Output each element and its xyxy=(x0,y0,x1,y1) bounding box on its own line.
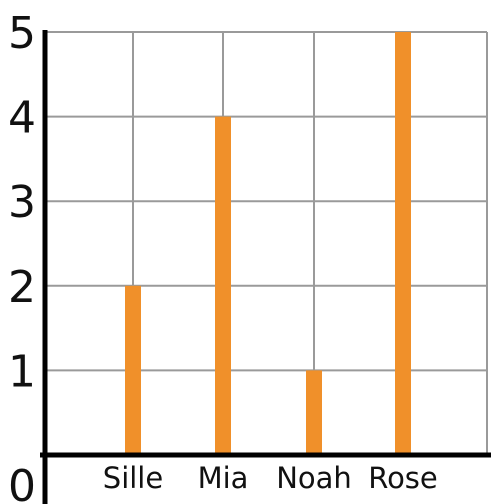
bar xyxy=(125,285,141,455)
y-tick-label: 5 xyxy=(8,8,36,59)
bar xyxy=(395,32,411,455)
bar xyxy=(306,370,322,455)
y-tick-label: 2 xyxy=(8,262,36,313)
axes xyxy=(40,30,491,504)
y-tick-label: 3 xyxy=(8,177,36,228)
x-category-label: Mia xyxy=(198,461,249,495)
y-tick-label: 0 xyxy=(8,461,36,504)
bars xyxy=(125,32,411,455)
y-tick-label: 1 xyxy=(8,346,36,397)
y-tick-label: 4 xyxy=(8,93,36,144)
x-category-label: Noah xyxy=(276,461,352,495)
bar xyxy=(215,116,231,455)
x-category-labels: Sille Mia Noah Rose xyxy=(103,461,438,495)
grid xyxy=(45,31,488,455)
x-category-label: Rose xyxy=(368,461,438,495)
y-tick-labels: 0 1 2 3 4 5 xyxy=(8,8,36,504)
x-category-label: Sille xyxy=(103,461,163,495)
